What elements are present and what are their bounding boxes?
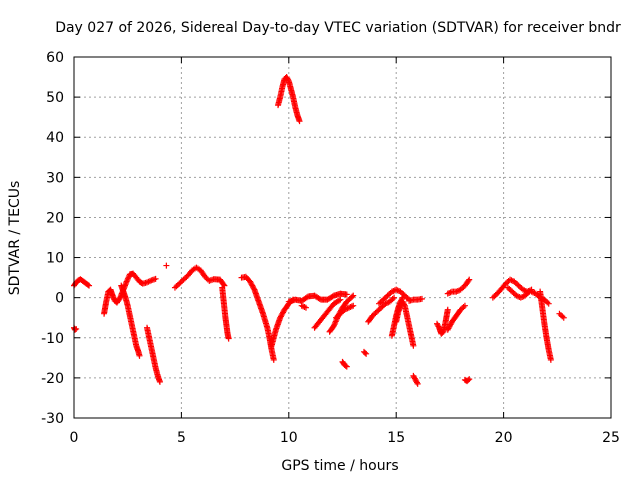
y-tick-label: 30 (46, 170, 64, 186)
x-tick-label: 0 (70, 430, 79, 446)
series-arc-24 (406, 295, 425, 304)
series-arc-11 (268, 296, 297, 349)
data-point (560, 314, 567, 321)
x-tick-labels: 0 5 10 15 20 25 (70, 430, 620, 446)
data-point (410, 342, 417, 349)
data-point-interp (300, 303, 307, 310)
data-point (414, 380, 421, 387)
data-point (302, 304, 309, 311)
data-point (225, 335, 232, 342)
series-arc-27 (444, 302, 468, 333)
data-point-interp (342, 362, 349, 369)
data-points (71, 74, 567, 387)
data-point (350, 302, 357, 309)
data-point (461, 302, 468, 309)
data-point (418, 295, 425, 302)
data-point-interp (465, 277, 472, 284)
series-arc-15 (311, 296, 344, 331)
series-arc-29 (461, 376, 473, 385)
data-point (163, 262, 170, 269)
y-tick-label: 40 (46, 130, 64, 146)
series-arc-31 (504, 284, 533, 301)
series-arc-34 (556, 310, 567, 321)
data-point-interp (336, 297, 343, 304)
series-arc-09 (219, 284, 232, 342)
x-axis-label: GPS time / hours (281, 458, 398, 474)
y-axis-label: SDTVAR / TECUs (7, 181, 23, 296)
series-arc-12 (275, 74, 303, 125)
series-arc-05 (118, 282, 143, 359)
series-arc-19 (360, 348, 370, 357)
data-point-interp (250, 285, 257, 292)
series-arc-07 (163, 262, 170, 269)
x-tick-label: 5 (177, 430, 186, 446)
data-point (136, 352, 143, 359)
data-point (337, 296, 344, 303)
data-point (466, 276, 473, 283)
series-arc-33 (537, 288, 554, 363)
y-tick-labels: -30 -20 -10 0 10 20 30 40 50 60 (41, 50, 64, 427)
data-point-interp (84, 281, 91, 288)
y-tick-label: 50 (46, 90, 64, 106)
data-point (547, 356, 554, 363)
grid-layer (74, 57, 611, 418)
data-point (343, 363, 350, 370)
data-point (270, 356, 277, 363)
data-point (391, 294, 398, 301)
data-point (343, 291, 350, 298)
data-point-interp (349, 293, 356, 300)
series-arc-06 (144, 324, 163, 385)
series-arc-13 (285, 290, 350, 305)
y-tick-label: -10 (41, 331, 64, 347)
data-point (545, 300, 552, 307)
series-arc-10 (238, 273, 277, 363)
data-point-interp (301, 304, 308, 311)
plot-frame (73, 56, 612, 419)
data-point (363, 350, 370, 357)
series-arc-25 (410, 372, 421, 387)
tick-marks (73, 56, 612, 419)
series-arc-08 (171, 264, 228, 291)
data-point (466, 376, 473, 383)
data-point (86, 282, 93, 289)
x-tick-label: 10 (280, 430, 298, 446)
series-arc-02 (71, 324, 80, 333)
data-point-interp (446, 289, 453, 296)
x-tick-label: 25 (602, 430, 620, 446)
y-tick-label: 20 (46, 210, 64, 226)
data-point-interp (447, 289, 454, 296)
x-tick-label: 20 (495, 430, 513, 446)
y-tick-label: 60 (46, 50, 64, 66)
series-arc-20 (365, 294, 398, 325)
series-arc-14 (298, 302, 309, 311)
y-tick-label: -30 (41, 411, 64, 427)
y-tick-label: 0 (55, 291, 64, 307)
data-point-interp (285, 76, 292, 83)
data-point-interp (220, 281, 227, 288)
data-point-interp (401, 301, 408, 308)
series-arc-28 (444, 276, 473, 297)
data-point (72, 326, 79, 333)
data-point (296, 118, 303, 125)
series-arc-17 (333, 302, 357, 321)
y-tick-label: 10 (46, 251, 64, 267)
series-arc-23 (393, 298, 417, 349)
data-point-interp (362, 349, 369, 356)
series-arc-26 (434, 306, 451, 337)
data-point (152, 275, 159, 282)
data-point-interp (465, 377, 472, 384)
data-point-interp (413, 379, 420, 386)
data-point (350, 292, 357, 299)
data-point (156, 378, 163, 385)
chart-title: Day 027 of 2026, Sidereal Day-to-day VTE… (55, 20, 621, 36)
series-arc-18 (339, 358, 350, 370)
y-tick-label: -20 (41, 371, 64, 387)
data-point (444, 306, 451, 313)
x-tick-label: 15 (387, 430, 405, 446)
